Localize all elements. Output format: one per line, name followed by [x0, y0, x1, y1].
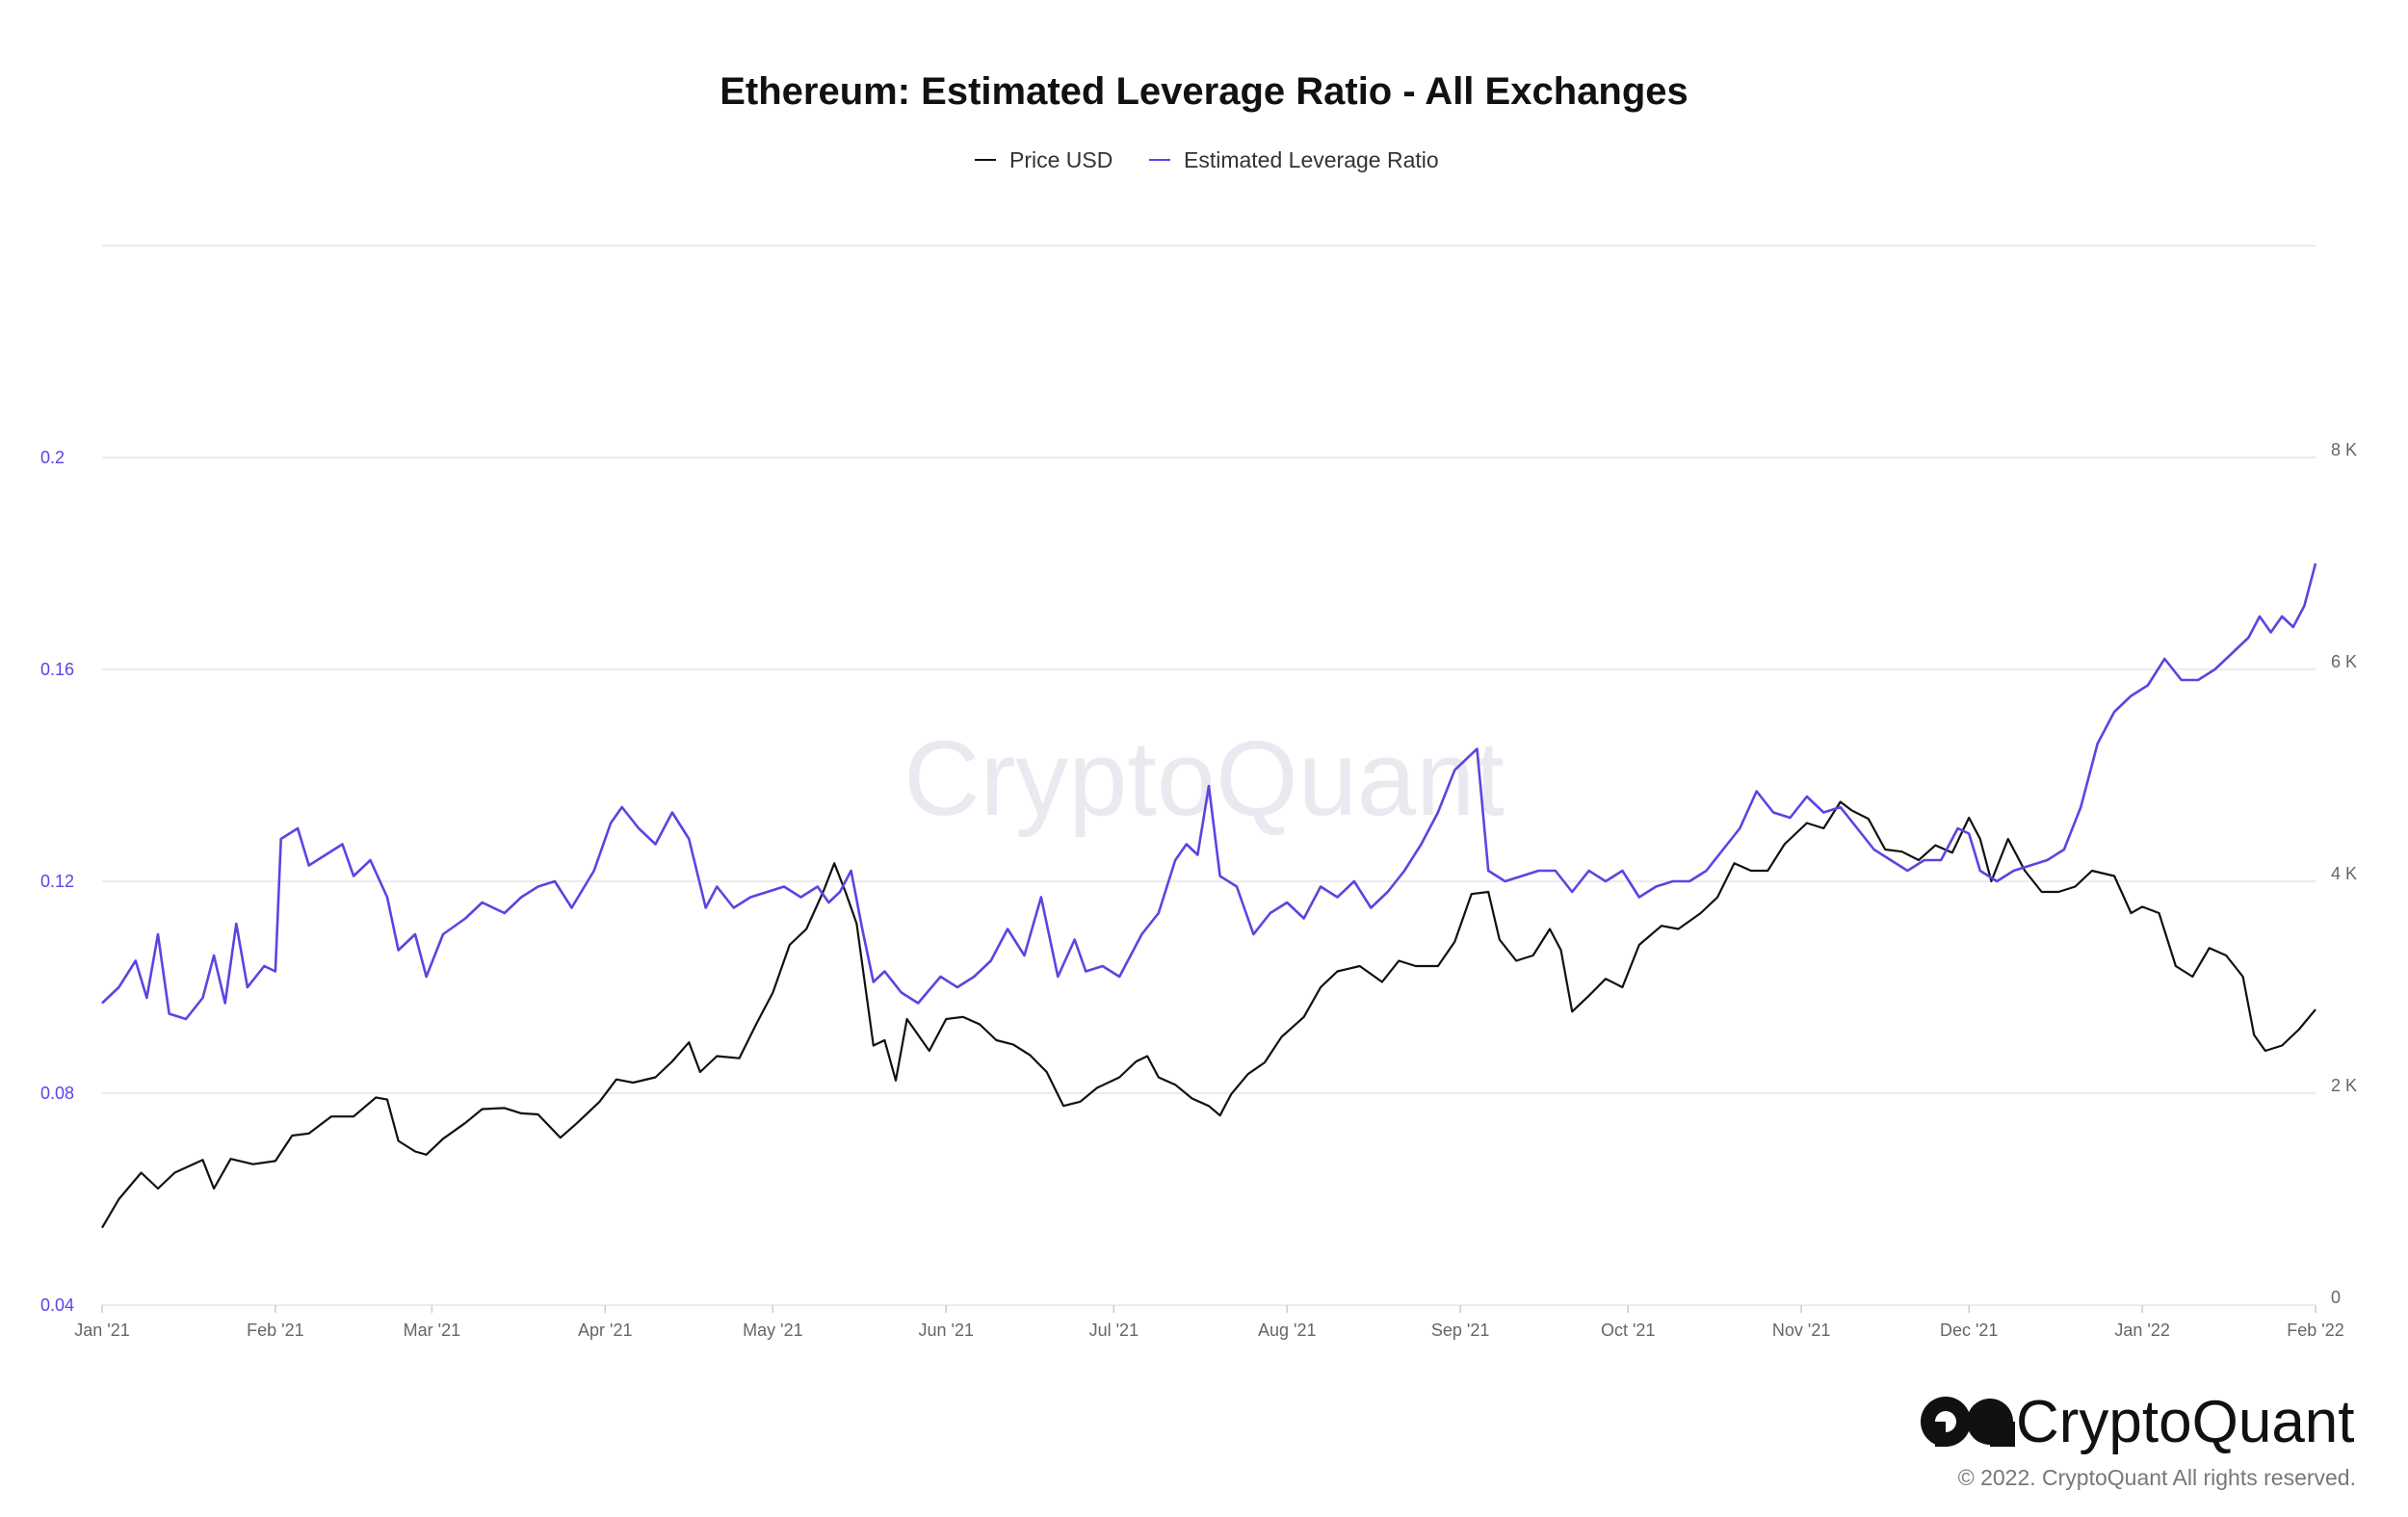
- x-tick-label: Nov '21: [1772, 1321, 1830, 1340]
- y-right-tick-label: 6 K: [2331, 652, 2357, 671]
- x-tick-label: Jan '22: [2114, 1321, 2169, 1340]
- y-left-tick-label: 0.16: [40, 660, 74, 679]
- x-tick-label: Jun '21: [919, 1321, 974, 1340]
- x-tick-label: Jul '21: [1089, 1321, 1139, 1340]
- x-tick-label: Oct '21: [1601, 1321, 1655, 1340]
- cryptoquant-logo-icon: [1921, 1397, 2015, 1447]
- brand-name: CryptoQuant: [2016, 1389, 2355, 1455]
- brand-logo: CryptoQuant: [1921, 1389, 2355, 1455]
- x-tick-label: Jan '21: [74, 1321, 129, 1340]
- y-right-tick-label: 8 K: [2331, 440, 2357, 459]
- x-tick-label: Sep '21: [1431, 1321, 1490, 1340]
- y-left-tick-label: 0.04: [40, 1295, 74, 1315]
- leverage-ratio-line[interactable]: [101, 562, 2317, 1021]
- left-axis-ticks: 0.04 0.08 0.12 0.16 0.2: [40, 448, 74, 1315]
- x-tick-label: Feb '21: [247, 1321, 303, 1340]
- x-tick-label: May '21: [743, 1321, 802, 1340]
- x-tick-label: Dec '21: [1940, 1321, 1998, 1340]
- y-right-tick-label: 0: [2331, 1288, 2341, 1307]
- y-right-tick-label: 4 K: [2331, 864, 2357, 883]
- x-axis-ticks: Jan '21 Feb '21 Mar '21 Apr '21 May '21 Jun '…: [74, 1305, 2344, 1340]
- price-usd-line[interactable]: [101, 800, 2316, 1229]
- plot-lines: [101, 562, 2317, 1229]
- y-left-tick-label: 0.12: [40, 872, 74, 891]
- legend: Price USD Estimated Leverage Ratio: [975, 147, 1439, 172]
- y-left-tick-label: 0.08: [40, 1084, 74, 1103]
- y-right-tick-label: 2 K: [2331, 1076, 2357, 1095]
- copyright-text: © 2022. CryptoQuant All rights reserved.: [1958, 1465, 2356, 1490]
- legend-label-leverage[interactable]: Estimated Leverage Ratio: [1184, 147, 1439, 172]
- y-left-tick-label: 0.2: [40, 448, 65, 467]
- right-axis-ticks: 0 2 K 4 K 6 K 8 K: [2331, 440, 2357, 1307]
- x-tick-label: Feb '22: [2287, 1321, 2343, 1340]
- gridlines: [102, 245, 2316, 1306]
- x-tick-label: Aug '21: [1258, 1321, 1317, 1340]
- legend-label-price[interactable]: Price USD: [1009, 147, 1112, 172]
- chart-title: Ethereum: Estimated Leverage Ratio - All…: [720, 70, 1688, 113]
- x-tick-label: Mar '21: [404, 1321, 460, 1340]
- x-tick-label: Apr '21: [578, 1321, 632, 1340]
